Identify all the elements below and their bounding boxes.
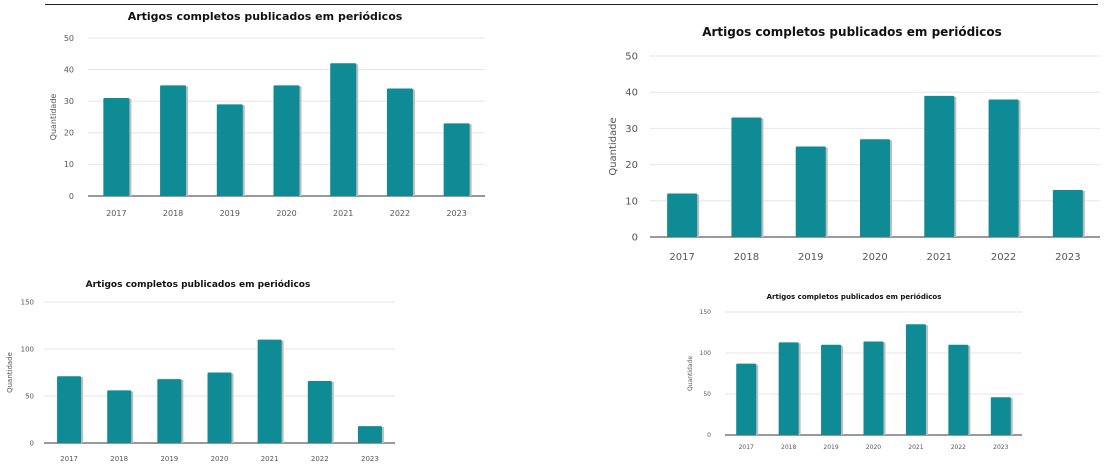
y-tick-label: 30 <box>625 124 638 135</box>
y-tick-label: 50 <box>25 392 34 400</box>
bar-2020 <box>860 139 890 237</box>
bar-2020 <box>207 372 232 443</box>
bar-2022 <box>948 344 969 435</box>
x-tick-label: 2023 <box>446 209 466 218</box>
x-tick-label: 2018 <box>781 444 796 451</box>
bar-2021 <box>330 63 357 196</box>
bar-2022 <box>307 380 332 443</box>
chart-title: Artigos completos publicados em periódic… <box>86 279 311 290</box>
bar-2021 <box>905 324 926 435</box>
x-tick-label: 2021 <box>333 209 353 218</box>
y-tick-label: 50 <box>625 52 638 63</box>
y-tick-label: 50 <box>703 391 711 398</box>
bar-2018 <box>160 85 187 196</box>
y-tick-label: 30 <box>64 97 74 106</box>
y-tick-label: 10 <box>625 196 638 207</box>
x-tick-label: 2019 <box>823 444 838 451</box>
y-tick-label: 150 <box>21 298 34 306</box>
bar-2023 <box>357 426 382 443</box>
top-divider <box>45 4 1098 5</box>
y-tick-label: 0 <box>30 439 34 447</box>
bar-2017 <box>103 98 130 196</box>
bar-2017 <box>667 193 698 237</box>
x-tick-label: 2020 <box>276 209 296 218</box>
bar-2017 <box>736 363 757 435</box>
x-tick-label: 2022 <box>951 444 966 451</box>
x-tick-label: 2019 <box>160 455 178 463</box>
bar-2023 <box>443 123 470 196</box>
y-tick-label: 100 <box>700 350 712 357</box>
y-axis-label: Quantidade <box>608 117 619 175</box>
bar-2023 <box>1052 189 1083 237</box>
bar-2019 <box>795 146 826 237</box>
x-tick-label: 2020 <box>862 252 887 263</box>
y-tick-label: 20 <box>64 129 74 138</box>
bar-2019 <box>821 344 842 435</box>
x-tick-label: 2022 <box>311 455 329 463</box>
x-tick-label: 2022 <box>390 209 410 218</box>
x-tick-label: 2018 <box>110 455 128 463</box>
y-axis-label: Quantidade <box>687 356 694 391</box>
x-tick-label: 2017 <box>669 252 694 263</box>
x-tick-label: 2017 <box>60 455 78 463</box>
x-tick-label: 2023 <box>361 455 379 463</box>
x-tick-label: 2021 <box>261 455 279 463</box>
x-tick-label: 2019 <box>798 252 823 263</box>
chart-top-left: Artigos completos publicados em periódic… <box>49 10 485 218</box>
y-tick-label: 150 <box>700 309 712 316</box>
bar-2019 <box>216 104 243 196</box>
x-tick-label: 2020 <box>211 455 229 463</box>
bar-2021 <box>924 95 955 237</box>
y-tick-label: 50 <box>64 34 74 43</box>
bar-2018 <box>731 117 762 237</box>
x-tick-label: 2022 <box>991 252 1016 263</box>
x-tick-label: 2017 <box>739 444 754 451</box>
y-tick-label: 40 <box>64 65 74 74</box>
y-tick-label: 20 <box>625 160 638 171</box>
x-tick-label: 2021 <box>908 444 923 451</box>
chart-bottom-left: Artigos completos publicados em periódic… <box>6 279 395 463</box>
y-tick-label: 10 <box>64 160 74 169</box>
x-tick-label: 2020 <box>866 444 881 451</box>
chart-top-right: Artigos completos publicados em periódic… <box>608 25 1100 263</box>
y-tick-label: 0 <box>69 192 74 201</box>
y-axis-label: Quantidade <box>49 94 58 141</box>
y-axis-label: Quantidade <box>6 352 14 393</box>
bar-2017 <box>57 376 82 443</box>
bar-2023 <box>990 397 1011 435</box>
y-tick-label: 40 <box>625 88 638 99</box>
x-tick-label: 2021 <box>927 252 952 263</box>
x-tick-label: 2023 <box>1055 252 1080 263</box>
bar-2020 <box>273 85 300 196</box>
x-tick-label: 2023 <box>993 444 1008 451</box>
bar-2020 <box>863 341 884 435</box>
y-tick-label: 0 <box>707 432 711 439</box>
y-tick-label: 100 <box>21 345 34 353</box>
chart-title: Artigos completos publicados em periódic… <box>702 25 1002 39</box>
chart-title: Artigos completos publicados em periódic… <box>128 10 403 23</box>
bar-2022 <box>386 88 413 196</box>
bar-2018 <box>778 342 799 435</box>
x-tick-label: 2018 <box>734 252 759 263</box>
bar-2019 <box>157 379 182 443</box>
x-tick-label: 2019 <box>220 209 240 218</box>
x-tick-label: 2018 <box>163 209 183 218</box>
x-tick-label: 2017 <box>106 209 126 218</box>
chart-bottom-right: Artigos completos publicados em periódic… <box>687 293 1022 451</box>
bar-2018 <box>107 390 132 443</box>
bar-2022 <box>988 99 1019 237</box>
y-tick-label: 0 <box>632 233 638 244</box>
chart-title: Artigos completos publicados em periódic… <box>767 293 942 301</box>
bar-2021 <box>257 339 282 443</box>
